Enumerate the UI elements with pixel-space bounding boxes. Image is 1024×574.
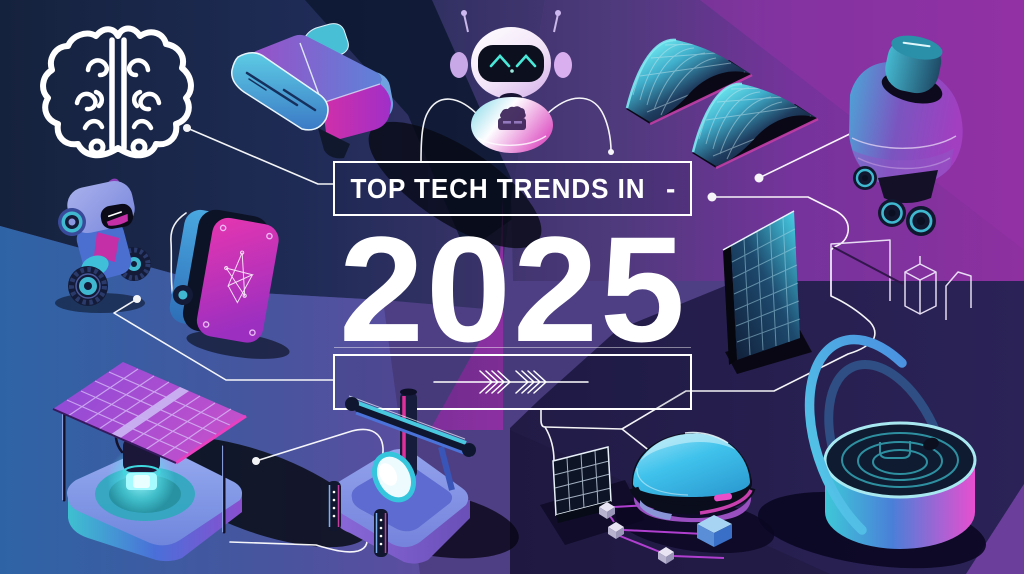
case-shadow	[186, 331, 290, 359]
vacuum-dock-cube	[697, 515, 732, 547]
scanner-strut	[438, 446, 455, 491]
assistant-robot-icon	[450, 10, 572, 153]
robot-ear-left	[450, 52, 468, 78]
dog-lens	[58, 208, 86, 236]
scanner-rig-icon	[327, 388, 476, 564]
vacuum-mini-boxes	[599, 502, 674, 564]
bed-foot	[318, 128, 350, 159]
scanner-lens	[372, 451, 416, 503]
vacuum-body	[629, 431, 756, 523]
canopy-shadow	[146, 436, 370, 548]
wireframe-boxes-icon	[830, 239, 972, 320]
brain-icon	[40, 25, 194, 159]
bed-rail	[231, 52, 329, 131]
solar-canopy-icon	[52, 362, 247, 562]
scanner-pillars	[327, 481, 388, 557]
rover-robot-icon	[849, 35, 963, 236]
wireframe-box-left	[830, 239, 891, 301]
wireframe-box-middle	[904, 256, 937, 315]
wireframe-box-right	[945, 271, 972, 320]
background-magenta-band	[430, 200, 503, 430]
title-group: TOP TECH TRENDS IN - 2025	[333, 161, 692, 410]
case-screws	[202, 224, 273, 336]
dog-chest	[94, 232, 119, 262]
basket-handle-front	[804, 334, 907, 535]
rover-head	[885, 35, 943, 94]
connector-dog-box	[113, 295, 335, 381]
year-text: 2025	[339, 205, 687, 373]
robot-dog-icon	[58, 178, 151, 306]
title-text: TOP TECH TRENDS IN	[351, 173, 646, 204]
robot-chest-emblem	[498, 106, 526, 130]
wireframe-dark-line	[832, 246, 904, 285]
solar-tower-icon	[722, 210, 812, 374]
smart-basket-icon	[804, 334, 977, 549]
connector-brain-title	[183, 124, 335, 185]
basket-handle-clamp	[923, 437, 939, 451]
connector-case-wrap	[170, 212, 187, 297]
dog-front-wheel	[68, 266, 108, 306]
connector-ramp-dot	[754, 128, 861, 183]
arrow-box	[333, 354, 692, 410]
connector-box-screen	[540, 408, 555, 462]
tower-grid	[731, 217, 801, 356]
device-case-icon	[169, 209, 279, 343]
robot-vacuum-icon	[599, 431, 756, 564]
robot-antennas	[463, 13, 559, 33]
rover-wheels	[853, 166, 936, 236]
arrow-chevrons-right	[515, 370, 548, 394]
case-front	[196, 217, 279, 343]
robot-eyes	[489, 54, 537, 68]
bed-shadow	[368, 121, 542, 249]
bed-mattress-top	[248, 34, 382, 107]
robot-ear-right	[554, 52, 572, 78]
connector-robot-right-cable	[545, 97, 614, 155]
arrow-decoration	[433, 370, 589, 394]
title-dash: -	[666, 173, 675, 204]
canopy-panel	[52, 362, 247, 465]
basket-rings	[841, 432, 959, 488]
screen-grid	[553, 450, 612, 513]
tower-edge	[723, 246, 737, 365]
smart-bed-icon	[231, 23, 394, 159]
dog-visor	[100, 203, 134, 229]
data-screen-icon	[552, 446, 613, 523]
scanner-beam	[345, 395, 476, 458]
rover-skirt	[878, 170, 938, 203]
tower-top-edge	[722, 210, 795, 251]
robot-visor	[478, 45, 544, 82]
screen-stand	[556, 501, 613, 523]
basket-body	[823, 421, 977, 549]
connector-robot-left-cable	[420, 98, 481, 163]
arrow-chevrons-left	[479, 370, 512, 394]
case-emblem	[224, 250, 254, 304]
title-box	[333, 161, 692, 216]
